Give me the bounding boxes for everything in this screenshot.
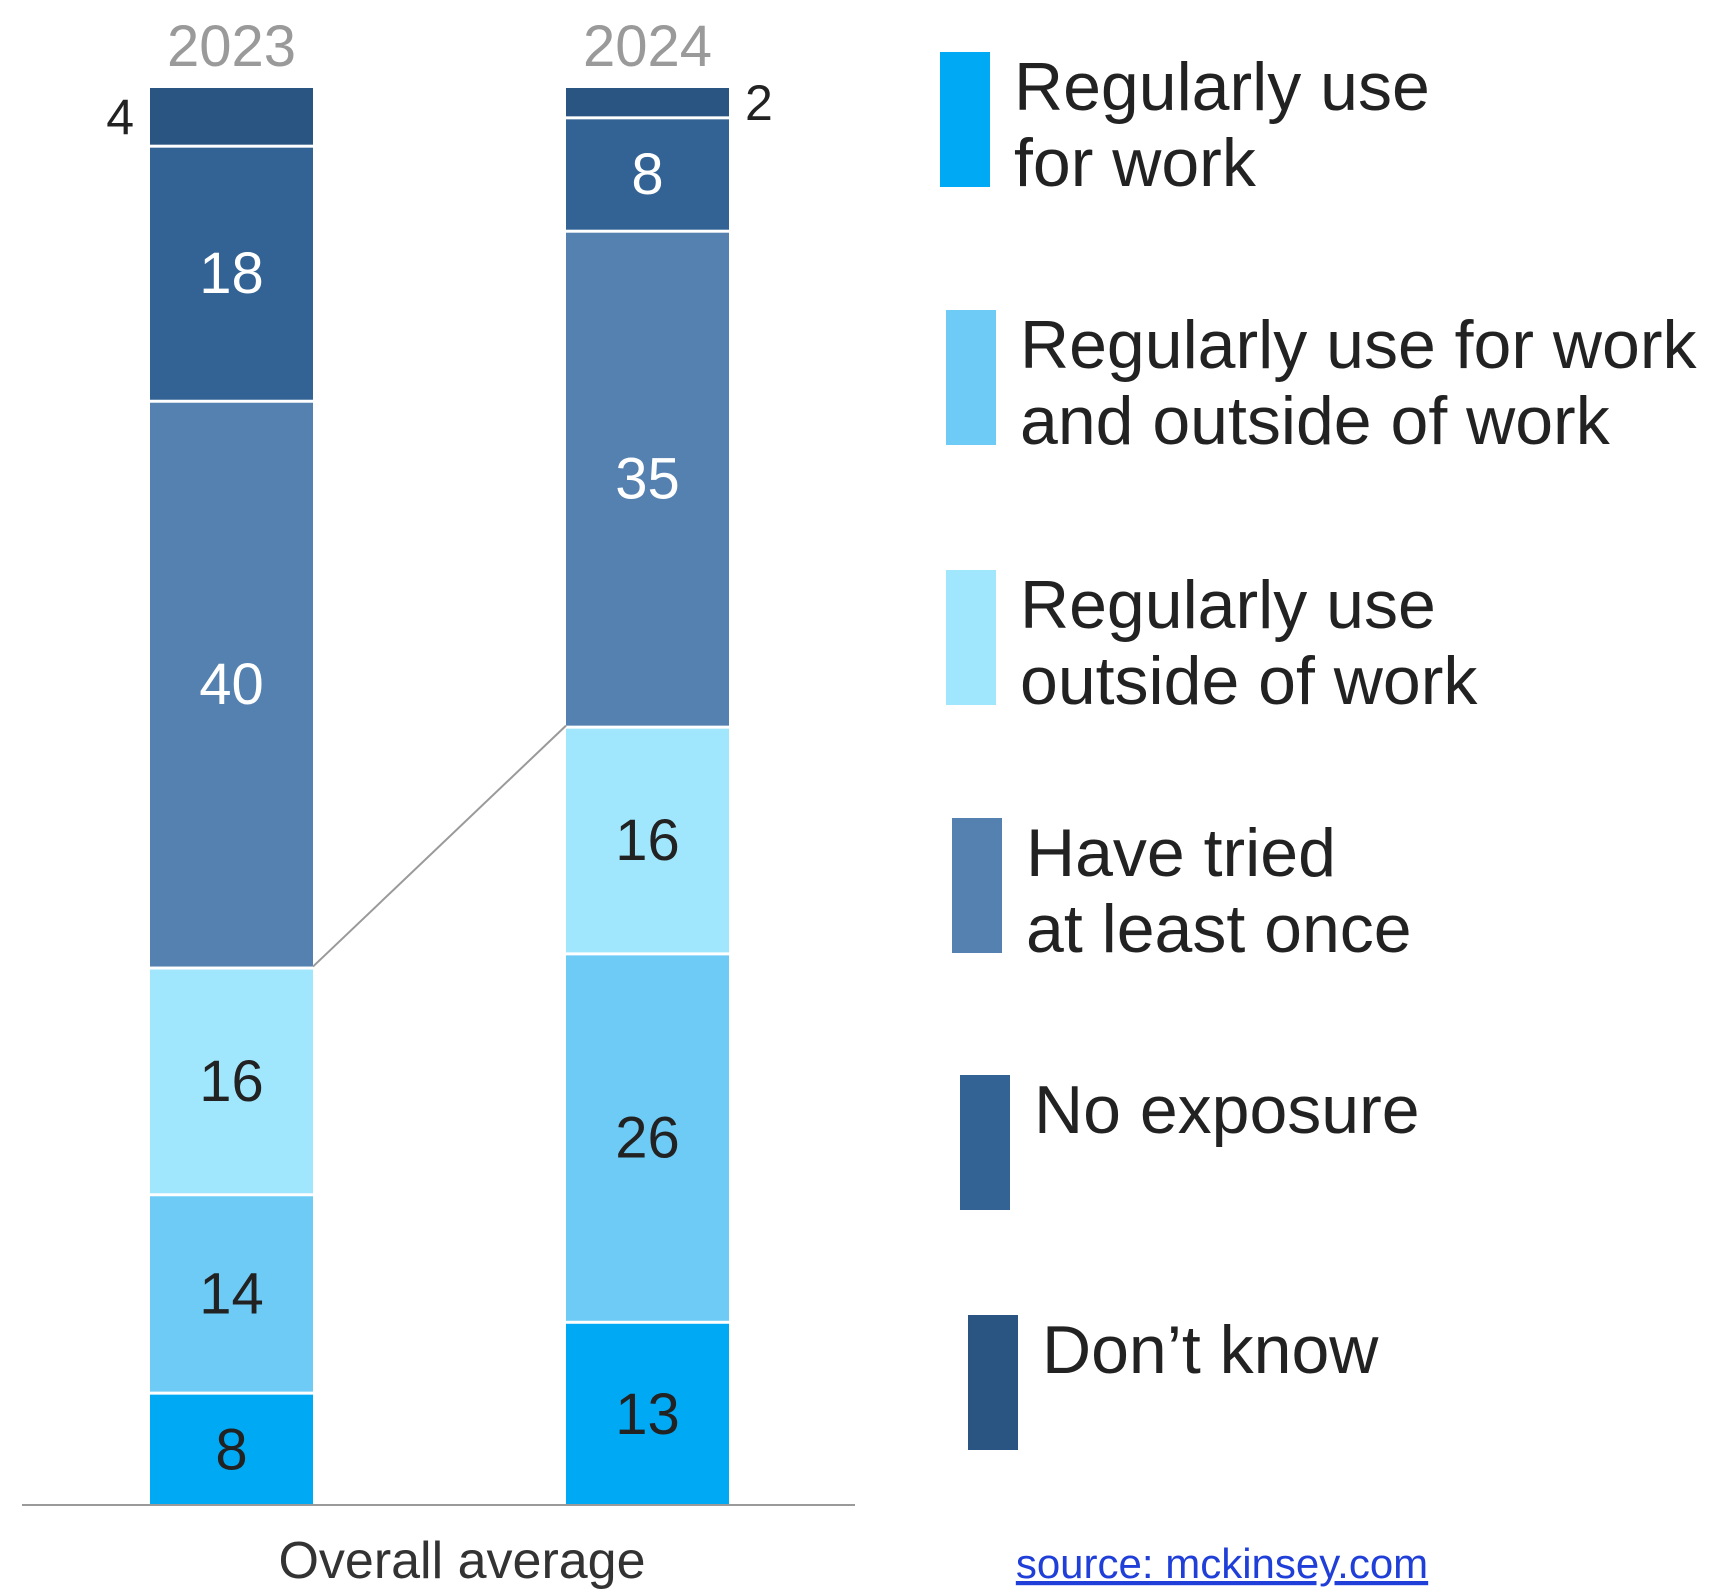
data-label-2024-regularly-use-for-work: 13 — [615, 1382, 680, 1447]
year-labels: 2023 2024 — [167, 14, 712, 79]
legend: Regularly use for work Regularly use for w… — [940, 49, 1697, 1450]
bar-2023-regularly-use-outside-of-work — [150, 969, 313, 1194]
bar-2023-regularly-use-for-work — [150, 1394, 313, 1505]
data-label-2024-regularly-use-for-work-and-outside-of-work: 26 — [615, 1106, 680, 1171]
bar-2023-regularly-use-for-work-and-outside-of-work — [150, 1196, 313, 1392]
bar-2023-don-t-know — [150, 88, 313, 145]
legend-swatch-regularly-use-for-work — [940, 52, 990, 187]
data-label-2023-don-t-know: 4 — [106, 89, 134, 145]
data-label-2024-regularly-use-outside-of-work: 16 — [615, 808, 680, 873]
data-label-2023-regularly-use-for-work-and-outside-of-work: 14 — [199, 1261, 264, 1326]
legend-label-don-t-know: Don’t know — [1042, 1312, 1379, 1388]
data-label-2024-have-tried-at-least-once: 35 — [615, 447, 680, 512]
data-label-2023-have-tried-at-least-once: 40 — [199, 652, 264, 717]
legend-swatch-have-tried-at-least-once — [952, 818, 1002, 953]
data-label-2023-no-exposure: 18 — [199, 241, 264, 306]
bar-2023-have-tried-at-least-once — [150, 402, 313, 967]
legend-label-no-exposure: No exposure — [1034, 1072, 1420, 1148]
data-label-2023-regularly-use-for-work: 8 — [215, 1417, 247, 1482]
bars-layer — [150, 88, 729, 1505]
legend-swatch-regularly-use-for-work-and-outside-of-work — [946, 310, 996, 445]
bar-2024-regularly-use-outside-of-work — [566, 728, 729, 953]
bar-2024-regularly-use-for-work — [566, 1323, 729, 1505]
bar-2024-have-tried-at-least-once — [566, 232, 729, 726]
connector-line-used — [312, 724, 567, 968]
legend-label-regularly-use-for-work: Regularly use for work — [1014, 49, 1430, 201]
data-label-2024-no-exposure: 8 — [631, 142, 663, 207]
legend-label-regularly-use-for-work-and-outside-of-work: Regularly use for work and outside of wor… — [1020, 307, 1697, 459]
legend-swatch-regularly-use-outside-of-work — [946, 570, 996, 705]
year-label-2023: 2023 — [167, 14, 296, 79]
data-label-2024-don-t-know: 2 — [745, 75, 773, 131]
year-label-2024: 2024 — [583, 14, 712, 79]
x-axis-label: Overall average — [278, 1532, 645, 1590]
data-label-2023-regularly-use-outside-of-work: 16 — [199, 1049, 264, 1114]
segment-labels: 8 14 16 40 18 4 13 26 16 35 8 2 — [106, 75, 773, 1482]
legend-label-regularly-use-outside-of-work: Regularly use outside of work — [1020, 567, 1478, 719]
bar-2023-no-exposure — [150, 147, 313, 400]
bar-2024-no-exposure — [566, 119, 729, 230]
legend-swatch-no-exposure — [960, 1075, 1010, 1210]
bar-2024-regularly-use-for-work-and-outside-of-work — [566, 955, 729, 1321]
bar-2024-don-t-know — [566, 88, 729, 117]
source-link[interactable]: source: mckinsey.com — [1016, 1540, 1428, 1587]
legend-swatch-don-t-know — [968, 1315, 1018, 1450]
connector-lines — [312, 724, 567, 968]
legend-label-have-tried-at-least-once: Have tried at least once — [1026, 815, 1412, 967]
